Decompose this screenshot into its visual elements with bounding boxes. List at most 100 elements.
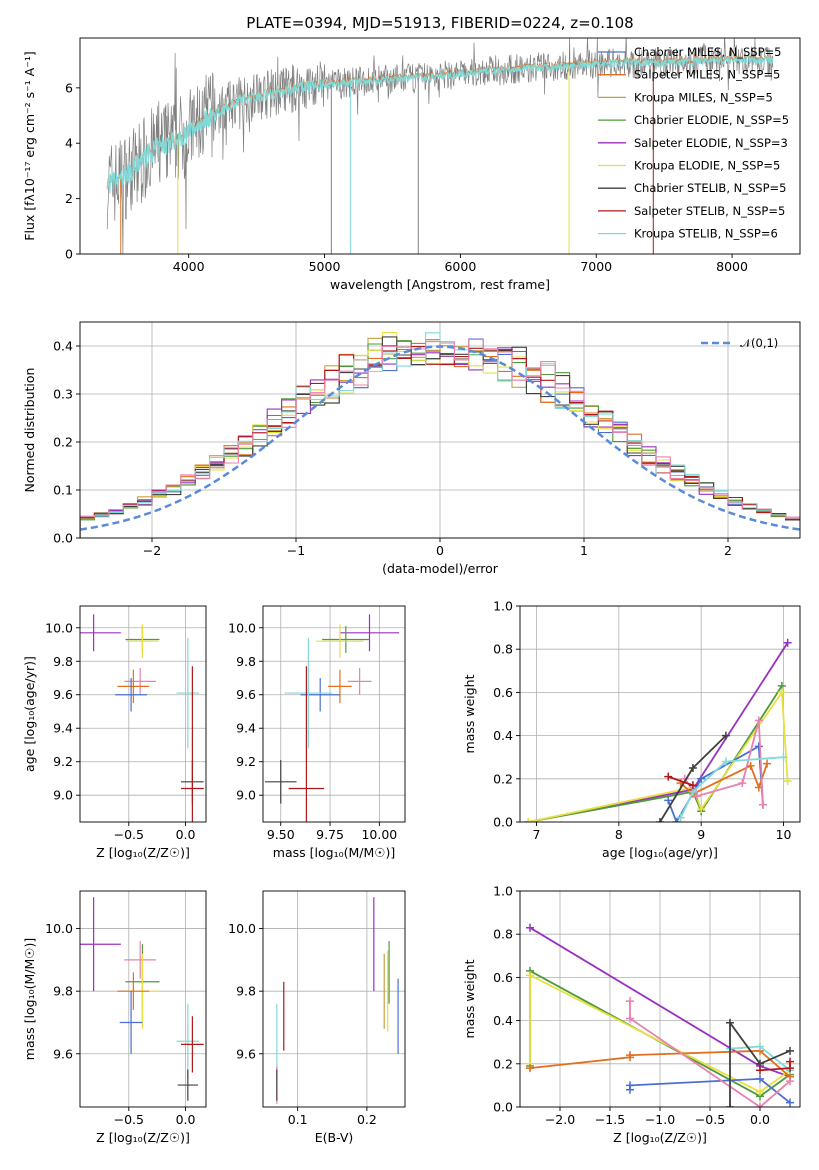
errorbar-kroupa-elodie bbox=[126, 624, 159, 658]
weight-marker bbox=[758, 800, 767, 809]
errorbar-salpeter-stelib bbox=[288, 666, 325, 822]
axes-frame bbox=[79, 890, 207, 1108]
legend-entry: Kroupa STELIB, N_SSP=6 bbox=[634, 227, 778, 241]
errorbar-salpeter-miles-alt bbox=[347, 667, 372, 695]
weight-marker bbox=[524, 818, 533, 822]
spectrum-panel: 4000 5000 6000 7000 8000 0 2 4 6 wavelength [Angs… bbox=[22, 37, 801, 292]
weight-marker bbox=[756, 1066, 764, 1075]
x-tick-label: −0.5 bbox=[114, 1112, 144, 1127]
x-tick-label: −2 bbox=[143, 543, 161, 558]
errorbar-salpeter-elodie bbox=[339, 614, 400, 652]
legend-entry: Salpeter STELIB, N_SSP=5 bbox=[634, 204, 785, 218]
y-tick-label: 0.0 bbox=[493, 815, 513, 830]
weight-marker bbox=[626, 1051, 634, 1060]
errorbar-salpeter-stelib bbox=[181, 1016, 204, 1073]
errorbar-chabrier-miles bbox=[300, 678, 340, 712]
x-tick-label: 10.00 bbox=[361, 827, 397, 842]
weight-marker bbox=[697, 774, 706, 783]
errorbar-salpeter-miles-alt bbox=[124, 667, 157, 695]
legend-entry: Salpeter MILES, N_SSP=5 bbox=[634, 68, 780, 82]
errorbar-chabrier-miles bbox=[115, 678, 147, 712]
y-axis-label: mass weight bbox=[462, 674, 477, 753]
weight-marker bbox=[783, 776, 792, 785]
x-tick-label: 5000 bbox=[309, 259, 341, 274]
weight-marker bbox=[783, 638, 792, 647]
x-tick-label: −1.5 bbox=[595, 1112, 625, 1127]
weights-kroupa-elodie bbox=[524, 688, 792, 822]
x-tick-label: 8000 bbox=[716, 259, 748, 274]
legend-entry: Kroupa MILES, N_SSP=5 bbox=[634, 90, 773, 104]
plot-area bbox=[526, 923, 794, 1107]
x-tick-label: 2 bbox=[724, 543, 732, 558]
weight-marker bbox=[786, 1057, 794, 1066]
y-tick-label: 9.6 bbox=[53, 1046, 73, 1061]
x-axis-label: wavelength [Angstrom, rest frame] bbox=[330, 277, 550, 292]
age-vs-mass-panel: 9.50 9.75 10.00 9.0 9.2 9.4 9.6 9.8 10.0 mass [lo… bbox=[228, 605, 406, 860]
y-tick-label: 9.2 bbox=[53, 754, 73, 769]
x-tick-label: −0.5 bbox=[695, 1112, 725, 1127]
y-tick-label: 0.4 bbox=[53, 339, 73, 354]
weight-marker bbox=[726, 1018, 734, 1027]
y-tick-label: 10.0 bbox=[228, 921, 256, 936]
x-tick-label: 10 bbox=[776, 827, 792, 842]
y-tick-label: 6 bbox=[65, 80, 73, 95]
mass-vs-extinction-panel: 0.1 0.2 9.6 9.8 10.0 E(B-V) bbox=[228, 890, 406, 1145]
weight-marker bbox=[688, 781, 697, 790]
x-tick-label: 0 bbox=[436, 543, 444, 558]
legend-entry: Chabrier ELODIE, N_SSP=5 bbox=[634, 113, 789, 127]
axes-frame bbox=[262, 890, 406, 1108]
axes-frame bbox=[519, 605, 801, 823]
y-tick-label: 0.0 bbox=[493, 1100, 513, 1115]
errorbar-salpeter-stelib bbox=[181, 666, 204, 822]
mass-weight-vs-age-panel: 7 8 9 10 0.0 0.2 0.4 0.6 0.8 1.0 age [log₁₀(age/yr… bbox=[462, 599, 801, 860]
x-axis-label: Z [log₁₀(Z/Z☉)] bbox=[96, 845, 190, 860]
y-tick-label: 0.8 bbox=[493, 642, 513, 657]
axes-frame bbox=[79, 605, 207, 823]
y-axis-label: Normed distribution bbox=[22, 368, 37, 493]
y-tick-label: 9.4 bbox=[236, 721, 256, 736]
weight-marker bbox=[697, 805, 706, 814]
errorbar-chabrier-miles bbox=[119, 991, 143, 1054]
weight-marker bbox=[688, 764, 697, 772]
y-tick-label: 10.0 bbox=[228, 620, 256, 635]
weight-marker bbox=[664, 796, 673, 805]
y-tick-label: 4 bbox=[65, 136, 73, 151]
legend-entry: Kroupa ELODIE, N_SSP=5 bbox=[634, 159, 780, 173]
y-tick-label: 0.2 bbox=[493, 771, 513, 786]
x-axis-label: E(B-V) bbox=[315, 1130, 354, 1145]
errorbar-chabrier-stelib bbox=[264, 760, 297, 804]
weight-marker bbox=[738, 779, 747, 788]
errorbar-salpeter-miles bbox=[117, 972, 150, 1010]
weight-marker bbox=[756, 1074, 764, 1083]
errorbar-kroupa-elodie bbox=[316, 624, 364, 658]
x-tick-label: 6000 bbox=[444, 259, 476, 274]
y-tick-label: 0.8 bbox=[493, 927, 513, 942]
y-tick-label: 9.6 bbox=[53, 687, 73, 702]
weight-marker bbox=[754, 716, 763, 725]
weight-marker bbox=[746, 761, 755, 770]
weight-marker bbox=[756, 1042, 764, 1051]
x-axis-label: Z [log₁₀(Z/Z☉)] bbox=[613, 1130, 707, 1145]
weight-marker bbox=[777, 688, 786, 697]
weights-chabrier-miles bbox=[626, 1074, 794, 1107]
weight-marker bbox=[526, 923, 534, 932]
legend-entry: Salpeter ELODIE, N_SSP=3 bbox=[634, 136, 788, 150]
axes-frame bbox=[79, 37, 801, 255]
y-tick-label: 9.8 bbox=[236, 984, 256, 999]
errorbar-chabrier-stelib bbox=[177, 1069, 199, 1101]
figure-title: PLATE=0394, MJD=51913, FIBERID=0224, z=0… bbox=[246, 14, 633, 32]
weights-chabrier-stelib bbox=[726, 1018, 794, 1107]
plot-area bbox=[524, 638, 792, 822]
weight-marker bbox=[672, 818, 681, 822]
x-tick-label: 7000 bbox=[580, 259, 612, 274]
y-tick-label: 0.2 bbox=[493, 1056, 513, 1071]
x-tick-label: 9.75 bbox=[316, 827, 344, 842]
errorbar-kroupa-stelib bbox=[284, 637, 333, 749]
weight-marker bbox=[526, 971, 534, 980]
weight-marker bbox=[763, 759, 772, 768]
y-tick-label: 10.0 bbox=[45, 620, 73, 635]
y-tick-label: 0.4 bbox=[493, 1013, 513, 1028]
weight-marker bbox=[754, 742, 763, 751]
spectrum-legend: Chabrier MILES, N_SSP=5 Salpeter MILES, N… bbox=[598, 45, 789, 241]
weight-marker bbox=[626, 997, 634, 1006]
